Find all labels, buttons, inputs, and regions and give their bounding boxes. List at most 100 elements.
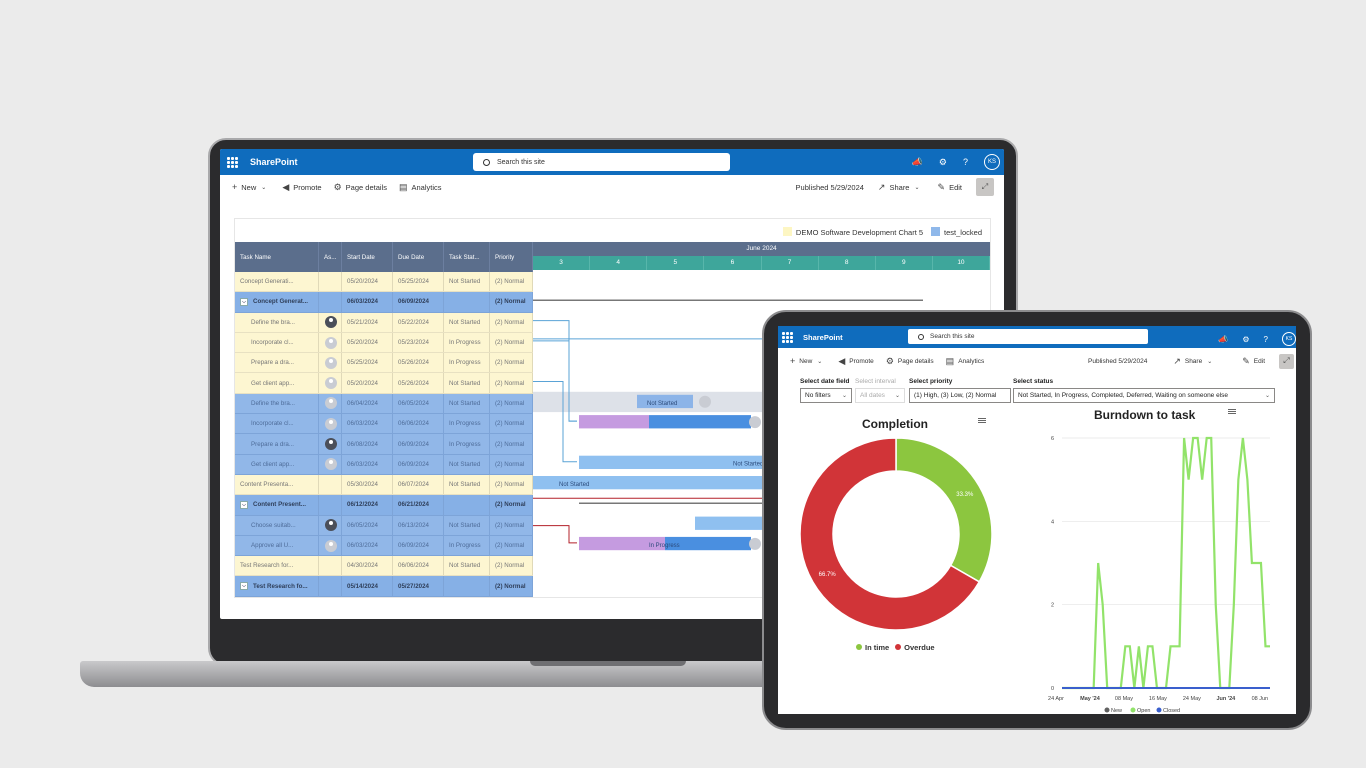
assignee-avatar[interactable] xyxy=(325,438,337,451)
assignee-cell xyxy=(319,556,342,576)
gear-icon: ⚙ xyxy=(885,355,894,366)
expand-collapse-icon[interactable]: ⌵ xyxy=(240,297,248,306)
task-row[interactable]: Incorporate cl... 06/03/2024 06/06/2024 In … xyxy=(235,414,533,435)
task-row[interactable]: Get client app... 06/03/2024 06/09/2024 Not… xyxy=(235,454,533,475)
task-row[interactable]: ⌵ Content Present... 06/12/2024 06/21/2024 (… xyxy=(235,495,533,516)
task-name-cell: Choose suitab... xyxy=(235,515,319,535)
task-row[interactable]: Define the bra... 05/21/2024 05/22/2024 Not… xyxy=(235,312,533,333)
command-bar: + New ⌄ ◀ Promote ⚙ Page details ▤ Analytics … xyxy=(220,175,1004,199)
expand-collapse-icon[interactable]: ⌵ xyxy=(240,582,248,591)
gear-icon[interactable]: ⚙ xyxy=(938,156,947,167)
assignee-avatar[interactable] xyxy=(325,539,337,552)
task-grid: Task Name As... Start Date Due Date Task… xyxy=(235,242,533,597)
search-box[interactable]: Search this site xyxy=(908,329,1148,344)
task-row[interactable]: Prepare a dra... 06/08/2024 06/09/2024 In P… xyxy=(235,434,533,455)
column-header-assigned[interactable]: As... xyxy=(319,242,342,272)
help-icon[interactable]: ? xyxy=(962,157,968,167)
task-row[interactable]: Define the bra... 06/04/2024 06/05/2024 Not… xyxy=(235,393,533,415)
expand-collapse-icon[interactable]: ⌵ xyxy=(240,500,248,509)
analytics-button[interactable]: ▤ Analytics xyxy=(946,356,985,367)
column-header-due-date[interactable]: Due Date xyxy=(393,242,444,272)
megaphone-icon[interactable]: 📣 xyxy=(911,156,923,167)
chart-menu-icon[interactable] xyxy=(978,418,986,423)
column-header-priority[interactable]: Priority xyxy=(490,242,533,272)
edit-label: Edit xyxy=(1253,357,1265,365)
new-button[interactable]: + New ⌄ xyxy=(790,356,826,366)
task-row[interactable]: Content Presenta... 05/30/2024 06/07/2024 N… xyxy=(235,474,533,496)
start-date-cell-text: 05/20/2024 xyxy=(347,339,378,347)
due-date-cell: 05/22/2024 xyxy=(393,312,444,332)
column-header-task-name[interactable]: Task Name xyxy=(235,242,319,272)
column-header-start-date[interactable]: Start Date xyxy=(342,242,393,272)
assignee-avatar[interactable] xyxy=(325,397,337,410)
x-tick-label: 08 May xyxy=(1115,696,1133,702)
status-dropdown[interactable]: Not Started, In Progress, Completed, Def… xyxy=(1013,388,1275,403)
analytics-icon: ▤ xyxy=(945,355,955,366)
task-row[interactable]: Approve all U... 06/03/2024 06/09/2024 In P… xyxy=(235,535,533,557)
assignee-avatar[interactable] xyxy=(325,377,337,390)
grid-header: Task Name As... Start Date Due Date Task… xyxy=(235,242,533,272)
gear-icon[interactable]: ⚙ xyxy=(1242,334,1250,344)
date-field-dropdown[interactable]: No filters ⌄ xyxy=(800,388,852,403)
task-row[interactable]: ⌵ Concept Generat... 06/03/2024 06/09/2024 (… xyxy=(235,292,533,313)
page-details-button[interactable]: ⚙ Page details xyxy=(886,356,934,367)
due-date-cell: 06/09/2024 xyxy=(393,454,444,474)
search-box[interactable]: Search this site xyxy=(473,153,730,171)
assignee-avatar[interactable] xyxy=(325,519,337,532)
edit-button[interactable]: ✎ Edit xyxy=(1242,356,1265,367)
due-date-cell-text: 05/26/2024 xyxy=(398,359,429,367)
app-name[interactable]: SharePoint xyxy=(803,332,843,342)
assignee-avatar[interactable] xyxy=(325,356,337,369)
start-date-cell: 06/12/2024 xyxy=(342,495,393,515)
collapse-icon[interactable]: ⤢ xyxy=(976,178,994,196)
megaphone-icon[interactable]: 📣 xyxy=(1218,334,1229,344)
start-date-cell: 05/25/2024 xyxy=(342,353,393,373)
app-launcher-icon[interactable] xyxy=(782,331,793,343)
due-date-cell-text: 06/05/2024 xyxy=(398,399,429,407)
new-button[interactable]: + New ⌄ xyxy=(232,182,270,192)
assignee-avatar[interactable] xyxy=(325,417,337,430)
task-status-cell: In Progress xyxy=(444,414,490,434)
task-name-text: Choose suitab... xyxy=(251,521,296,529)
task-row[interactable]: Get client app... 05/20/2024 05/26/2024 Not… xyxy=(235,373,533,394)
task-name-text: Test Research for... xyxy=(240,562,294,570)
legend-item-overdue[interactable]: Overdue xyxy=(895,643,935,652)
start-date-cell: 06/05/2024 xyxy=(342,515,393,535)
search-placeholder: Search this site xyxy=(930,333,975,340)
priority-cell-text: (2) Normal xyxy=(495,359,525,367)
promote-button[interactable]: ◀ Promote xyxy=(282,182,321,193)
task-status-cell: In Progress xyxy=(444,434,490,454)
legend-item-in-time[interactable]: In time xyxy=(856,643,889,652)
analytics-button[interactable]: ▤ Analytics xyxy=(399,182,442,193)
task-row[interactable]: Prepare a dra... 05/25/2024 05/26/2024 In P… xyxy=(235,353,533,374)
user-avatar[interactable]: KS xyxy=(984,154,1000,170)
start-date-cell: 06/04/2024 xyxy=(342,393,393,414)
task-row[interactable]: Choose suitab... 06/05/2024 06/13/2024 Not … xyxy=(235,515,533,536)
task-status-cell xyxy=(444,576,490,596)
edit-button[interactable]: ✎ Edit xyxy=(938,182,962,193)
task-row[interactable]: ⌵ Test Research fo... 05/14/2024 05/27/2024… xyxy=(235,576,533,597)
task-bar xyxy=(665,536,751,551)
priority-dropdown[interactable]: (1) High, (3) Low, (2) Normal xyxy=(909,388,1011,403)
assignee-avatar[interactable] xyxy=(325,316,337,329)
chart-menu-icon[interactable] xyxy=(1228,409,1236,414)
task-row[interactable]: Test Research for... 04/30/2024 06/06/2024… xyxy=(235,556,533,577)
task-row[interactable]: Incorporate cl... 05/20/2024 05/23/2024 In … xyxy=(235,332,533,354)
promote-button[interactable]: ◀ Promote xyxy=(838,356,874,367)
task-row[interactable]: Set the client... 05/14/202405/20/2024Not… xyxy=(235,596,533,597)
assignee-avatar[interactable] xyxy=(325,458,337,471)
assignee-avatar xyxy=(749,537,761,550)
timeline-day: 3 xyxy=(533,256,591,270)
page-details-button[interactable]: ⚙ Page details xyxy=(334,182,387,193)
help-icon[interactable]: ? xyxy=(1263,334,1268,344)
task-row[interactable]: Concept Generati... 05/20/2024 05/25/2024 N… xyxy=(235,272,533,293)
assignee-avatar[interactable] xyxy=(325,336,337,349)
app-name[interactable]: SharePoint xyxy=(250,157,298,167)
interval-dropdown[interactable]: All dates ⌄ xyxy=(855,388,905,403)
app-launcher-icon[interactable] xyxy=(227,156,238,168)
user-avatar[interactable]: KS xyxy=(1282,332,1296,346)
share-button[interactable]: ↗ Share ⌄ xyxy=(1173,356,1216,367)
collapse-icon[interactable]: ⤢ xyxy=(1279,353,1294,369)
share-button[interactable]: ↗ Share ⌄ xyxy=(878,182,924,193)
column-header-task-status[interactable]: Task Stat... xyxy=(444,242,490,272)
